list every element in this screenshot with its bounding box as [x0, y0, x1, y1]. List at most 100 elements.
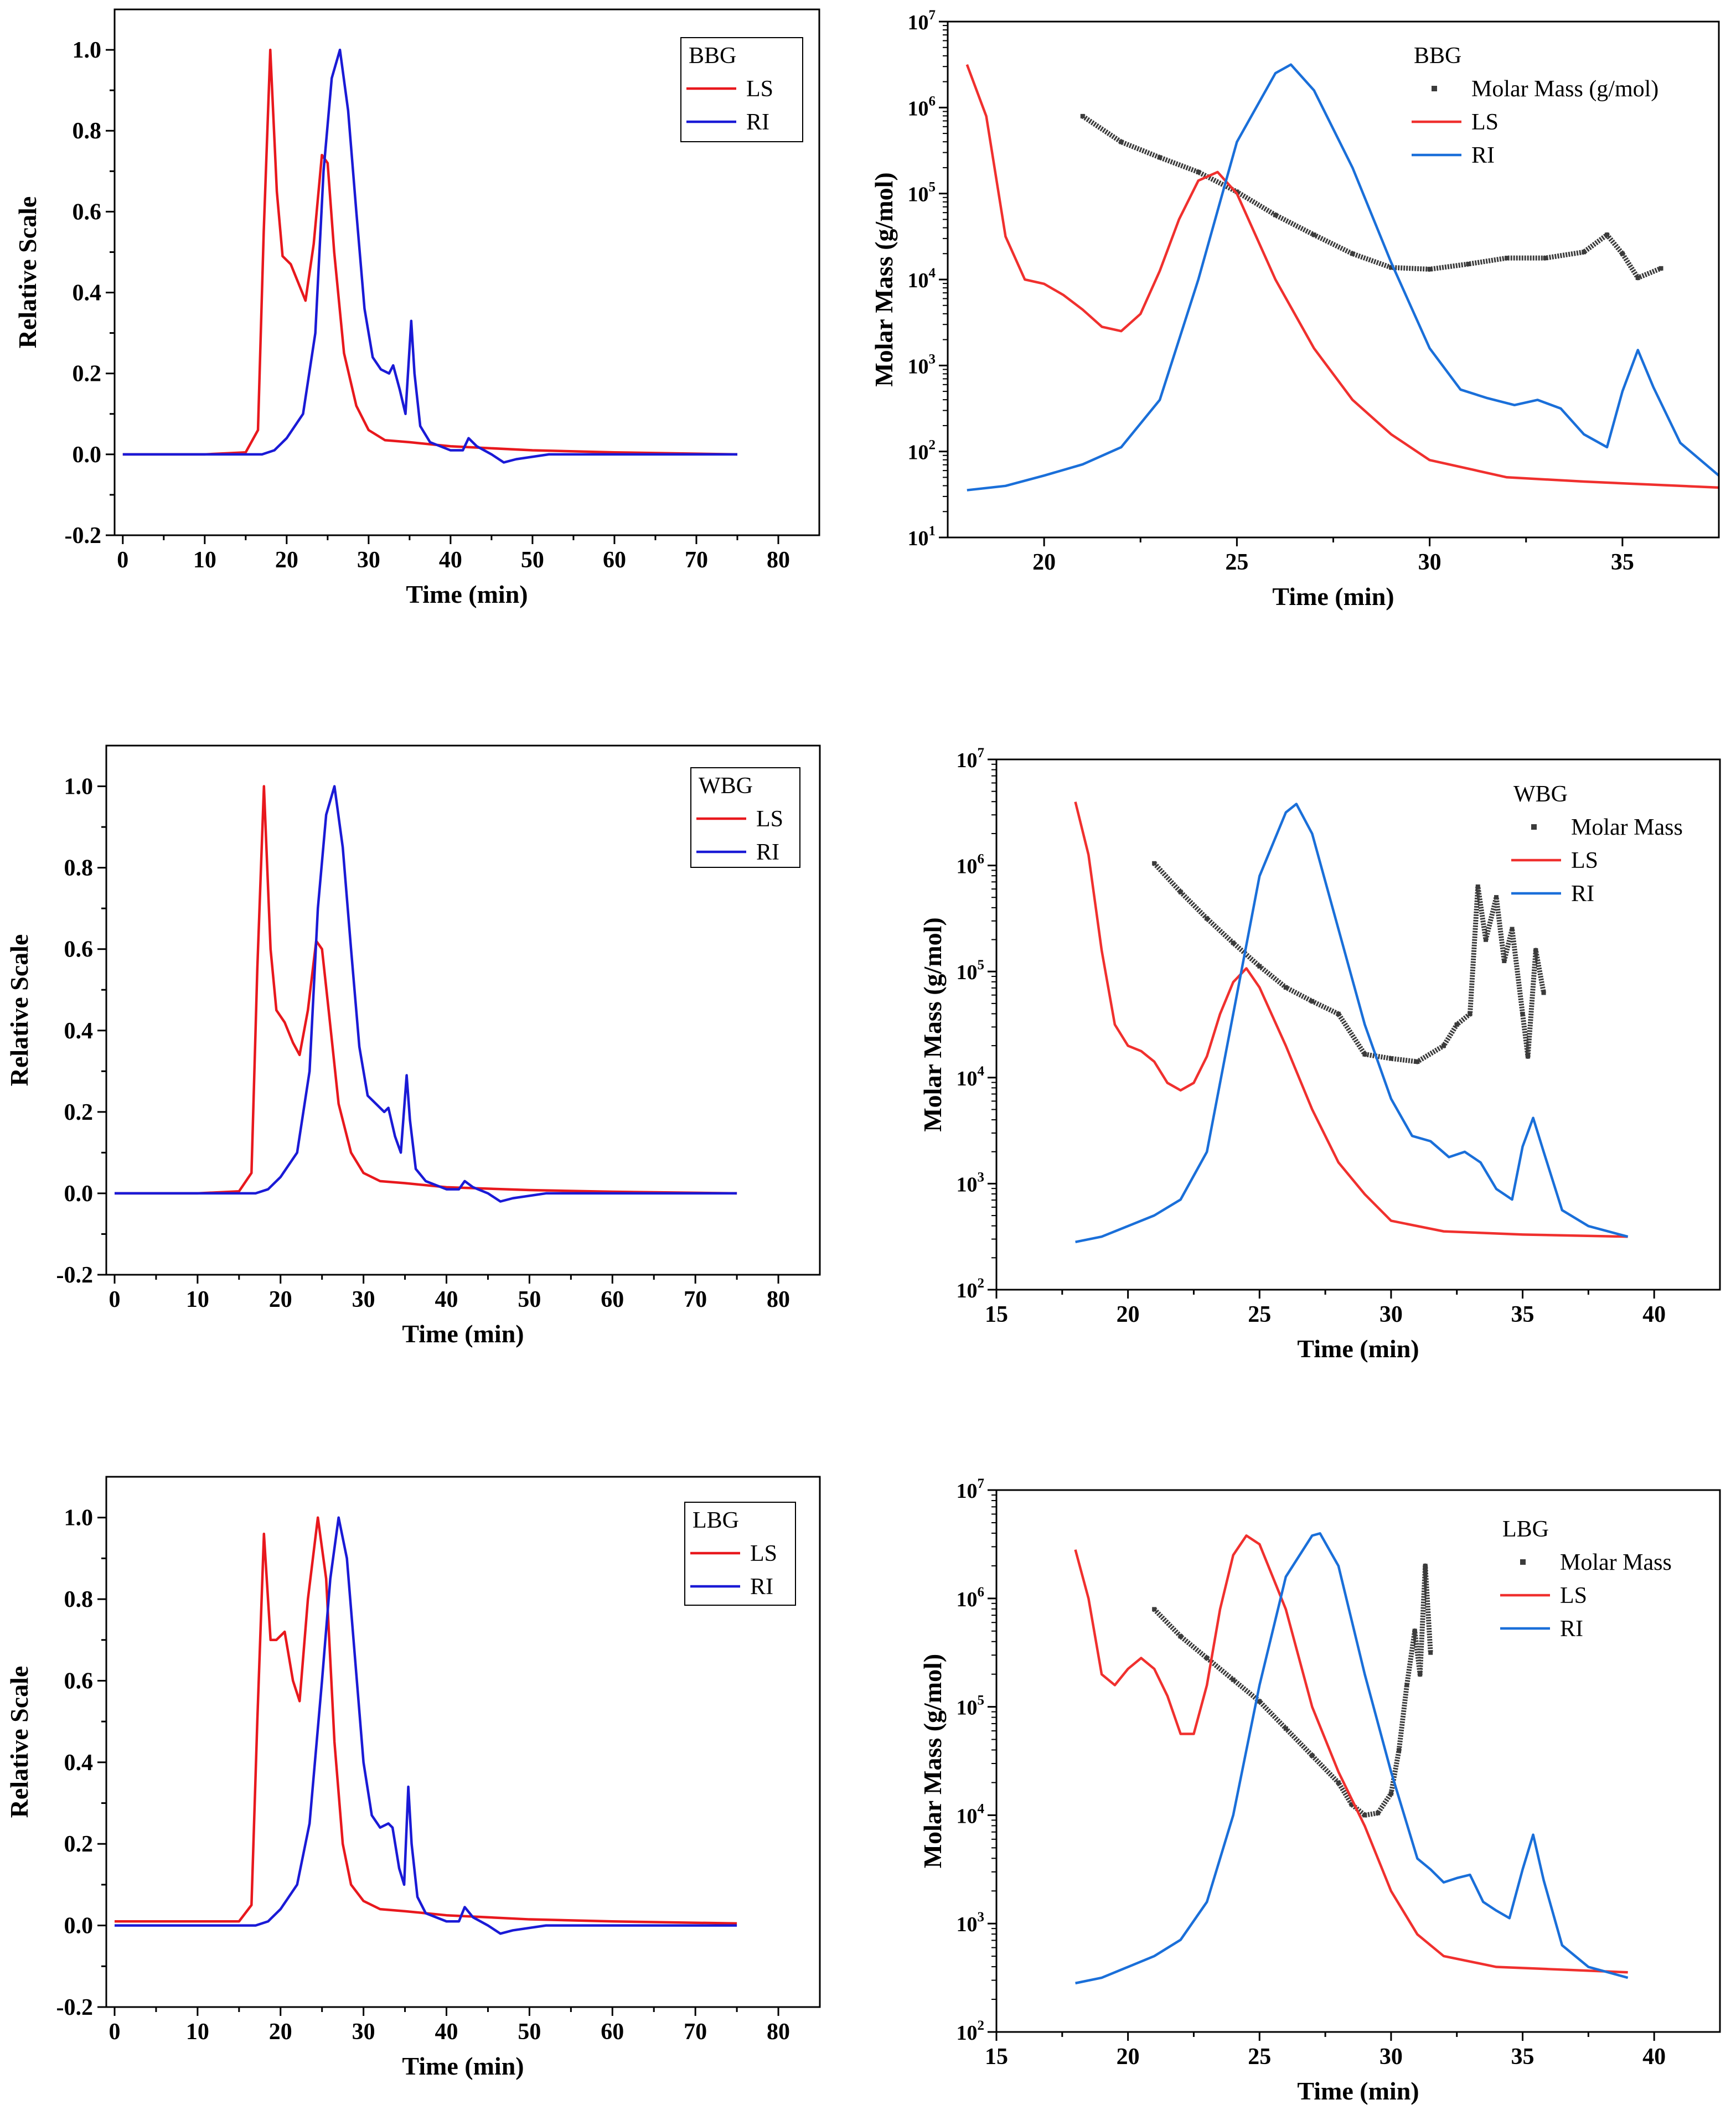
data-point	[1502, 959, 1507, 964]
y-tick-label: 106	[957, 1585, 985, 1611]
data-point	[1080, 113, 1085, 118]
data-point	[1350, 251, 1355, 256]
data-point	[1231, 940, 1236, 945]
x-axis-title: Time (min)	[1297, 2077, 1419, 2105]
series-ri-line	[1075, 803, 1629, 1243]
legend: BBG LS RI	[680, 37, 803, 142]
y-tick-label: 0.2	[64, 1832, 94, 1857]
x-tick-label: 30	[1418, 550, 1442, 575]
y-tick-label: 0.8	[64, 1587, 94, 1612]
data-point	[1415, 1059, 1420, 1064]
y-tick-label: 0.6	[64, 1668, 94, 1694]
data-point	[1205, 1656, 1210, 1661]
chart-lbg-molar: 15 20 25 30 35 40 102 103 104 105 106 107 Time (min)…	[918, 1476, 1721, 2105]
data-point	[1533, 948, 1538, 953]
y-tick-label: -0.2	[56, 1995, 94, 2020]
series-ls-line	[114, 785, 737, 1195]
molar-mass-trace	[1152, 1563, 1433, 1818]
x-tick-label: 40	[435, 1287, 458, 1312]
legend-label: LS	[1560, 1583, 1587, 1609]
data-point	[1196, 169, 1201, 174]
chart-wbg-molar: 15 20 25 30 35 40 102 103 104 105 106 107 Time (min)…	[918, 746, 1721, 1363]
series-ri-line	[122, 48, 737, 464]
data-point	[1336, 1780, 1341, 1785]
data-point	[1635, 275, 1640, 280]
x-tick-label: 25	[1248, 2044, 1271, 2070]
y-axis-title: Molar Mass (g/mol)	[870, 172, 898, 387]
y-tick-label: -0.2	[65, 523, 102, 549]
data-point	[1520, 1011, 1525, 1016]
molar-mass-trace	[1081, 114, 1662, 281]
y-tick-label: 101	[908, 524, 936, 550]
x-tick-label: 20	[269, 2019, 292, 2045]
y-tick-label: 0.4	[73, 281, 102, 306]
y-tick-label: 104	[908, 266, 936, 292]
y-tick-label: 0.6	[64, 937, 94, 963]
data-point	[1418, 1672, 1423, 1677]
y-tick-label: 106	[908, 94, 936, 120]
y-tick-label: 105	[908, 180, 936, 206]
x-tick-label: 25	[1225, 550, 1248, 575]
data-point	[1620, 251, 1625, 256]
data-point	[1582, 250, 1587, 255]
legend-title: LBG	[1502, 1517, 1549, 1542]
x-tick-label: 40	[435, 2019, 458, 2045]
series-ri-line	[1075, 1532, 1629, 1985]
data-point	[1510, 927, 1515, 932]
y-tick-label: 0.8	[73, 118, 102, 144]
series-ls-line	[1074, 801, 1628, 1238]
y-tick-label: 0.2	[73, 361, 102, 387]
legend-label: RI	[756, 840, 779, 865]
data-point	[1484, 937, 1489, 942]
y-tick-label: 105	[957, 1693, 985, 1720]
data-point	[1231, 1677, 1236, 1682]
x-tick-label: 70	[684, 2019, 707, 2045]
data-point	[1257, 964, 1262, 969]
x-axis-title: Time (min)	[1297, 1335, 1419, 1363]
series-molar-mass-line	[1152, 1563, 1433, 1818]
legend-title: LBG	[693, 1508, 739, 1533]
x-axis-title: Time (min)	[406, 580, 528, 608]
data-point	[1543, 256, 1548, 261]
series-ls-line	[122, 48, 738, 456]
x-tick-label: 40	[439, 547, 462, 573]
y-tick-label: 0.4	[64, 1750, 94, 1776]
data-point	[1428, 1650, 1433, 1655]
y-tick-label: -0.2	[56, 1263, 94, 1288]
data-point	[1412, 1628, 1417, 1633]
data-point	[1466, 262, 1471, 267]
y-tick-label: 107	[957, 746, 985, 772]
series-molar-mass-g-mol--line	[1080, 113, 1663, 281]
x-tick-label: 30	[1380, 1302, 1403, 1327]
x-tick-label: 50	[518, 1287, 541, 1312]
x-tick-label: 20	[1117, 2044, 1140, 2070]
x-tick-label: 10	[193, 547, 216, 573]
x-tick-label: 0	[108, 1287, 120, 1312]
y-tick-label: 0.4	[64, 1018, 94, 1044]
data-point	[1178, 889, 1183, 894]
chart-lbg-relative: 0 10 20 30 40 50 60 70 80 -0.2 0.0 0.2 0.4 0.6 0.8 1.0 T…	[5, 1476, 821, 2080]
data-point	[1526, 1054, 1531, 1059]
data-point	[1376, 1811, 1381, 1816]
x-tick-label: 40	[1642, 1302, 1666, 1327]
y-tick-label: 107	[957, 1476, 985, 1503]
data-point	[1336, 1011, 1341, 1016]
y-tick-label: 103	[957, 1910, 985, 1936]
data-point	[1404, 1683, 1409, 1688]
x-tick-label: 20	[1117, 1302, 1140, 1327]
data-point	[1388, 1056, 1393, 1061]
y-tick-label: 1.0	[64, 774, 94, 800]
data-point	[1283, 985, 1288, 990]
data-point	[1273, 213, 1278, 218]
y-tick-label: 0.2	[64, 1100, 94, 1125]
x-tick-label: 30	[1380, 2044, 1403, 2070]
legend-label: RI	[1560, 1616, 1583, 1642]
legend-title: WBG	[1513, 782, 1568, 807]
y-axis-title: Relative Scale	[5, 1666, 33, 1818]
plot-frame	[995, 1489, 1721, 2033]
y-tick-label: 105	[957, 958, 985, 984]
legend-label: LS	[750, 1541, 777, 1566]
data-point	[1310, 1753, 1315, 1758]
data-point	[1311, 232, 1316, 237]
